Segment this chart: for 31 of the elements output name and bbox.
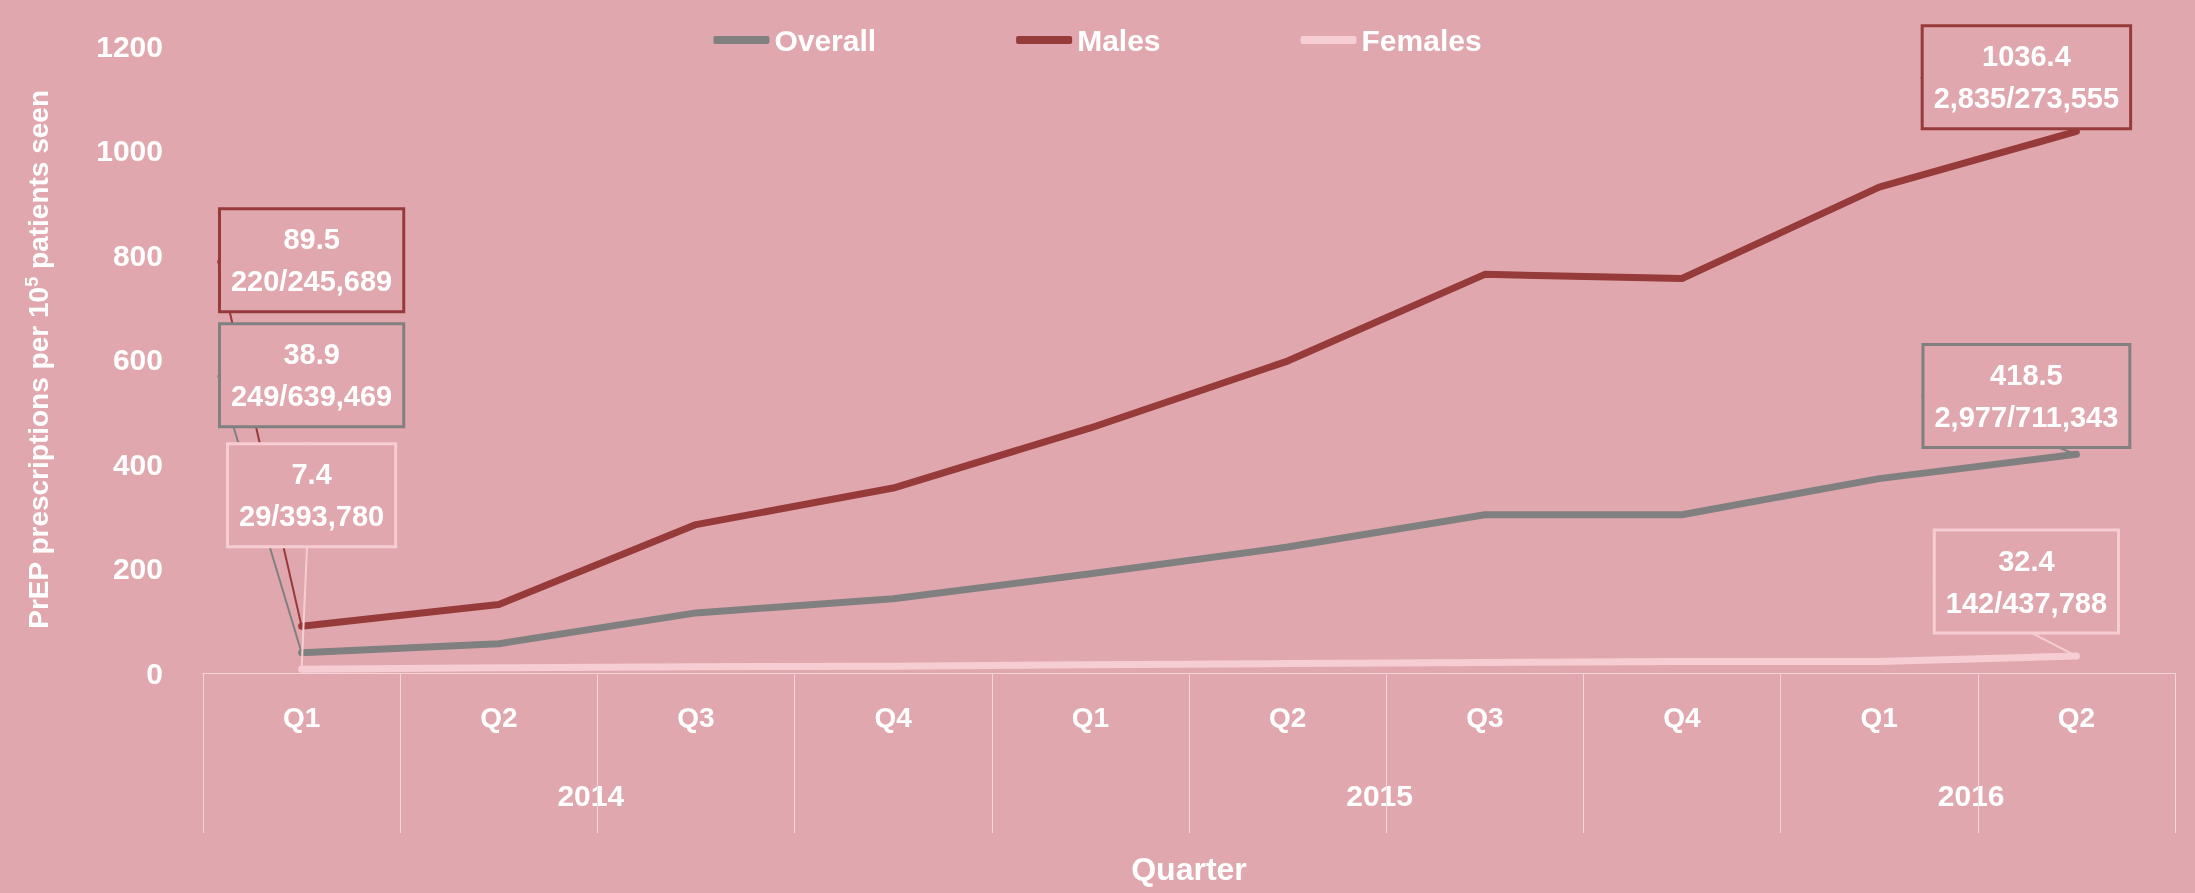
y-axis-title: PrEP prescriptions per 105 patients seen — [22, 89, 54, 629]
y-tick-label: 0 — [146, 656, 163, 690]
x-tick-label: Q4 — [874, 701, 913, 733]
text: 2016 — [1937, 778, 2005, 812]
data-label: 38.9 249/639,469 — [230, 338, 393, 413]
legend-label: Males — [1077, 23, 1161, 57]
x-tick-label: Q2 — [480, 701, 518, 733]
y-tick-label: 600 — [112, 343, 163, 376]
x-tick-label: Q3 — [1466, 701, 1504, 733]
y-tick-label: 200 — [112, 552, 163, 585]
data-label: 7.4 29/393,780 — [239, 458, 385, 533]
y-tick-label: 400 — [112, 447, 163, 481]
y-tick-label: 1000 — [96, 134, 163, 167]
x-axis-title: Quarter — [1131, 851, 1247, 887]
data-label: 32.4 142/437,788 — [1945, 544, 2108, 619]
data-label: 1036.4 2,835/273,555 — [1933, 40, 2120, 115]
x-tick-label: Q2 — [2057, 701, 2096, 733]
x-tick-label: Q1 — [282, 701, 321, 733]
x-tick-label: Q3 — [677, 701, 715, 733]
legend-label: Overall — [774, 23, 877, 57]
x-tick-label: Q1 — [1071, 701, 1110, 733]
x-tick-label: Q1 — [1860, 701, 1898, 733]
y-tick-label: 1200 — [96, 29, 163, 63]
y-tick-label: 800 — [112, 238, 163, 272]
legend-label: Females — [1361, 23, 1482, 57]
text: 2015 — [1346, 778, 1413, 812]
text: 2014 — [557, 778, 625, 812]
x-tick-label: Q4 — [1663, 701, 1702, 733]
data-label: 89.5 220/245,689 — [230, 223, 393, 298]
data-label: 418.5 2,977/711,343 — [1934, 359, 2119, 434]
x-tick-label: Q2 — [1268, 701, 1307, 733]
